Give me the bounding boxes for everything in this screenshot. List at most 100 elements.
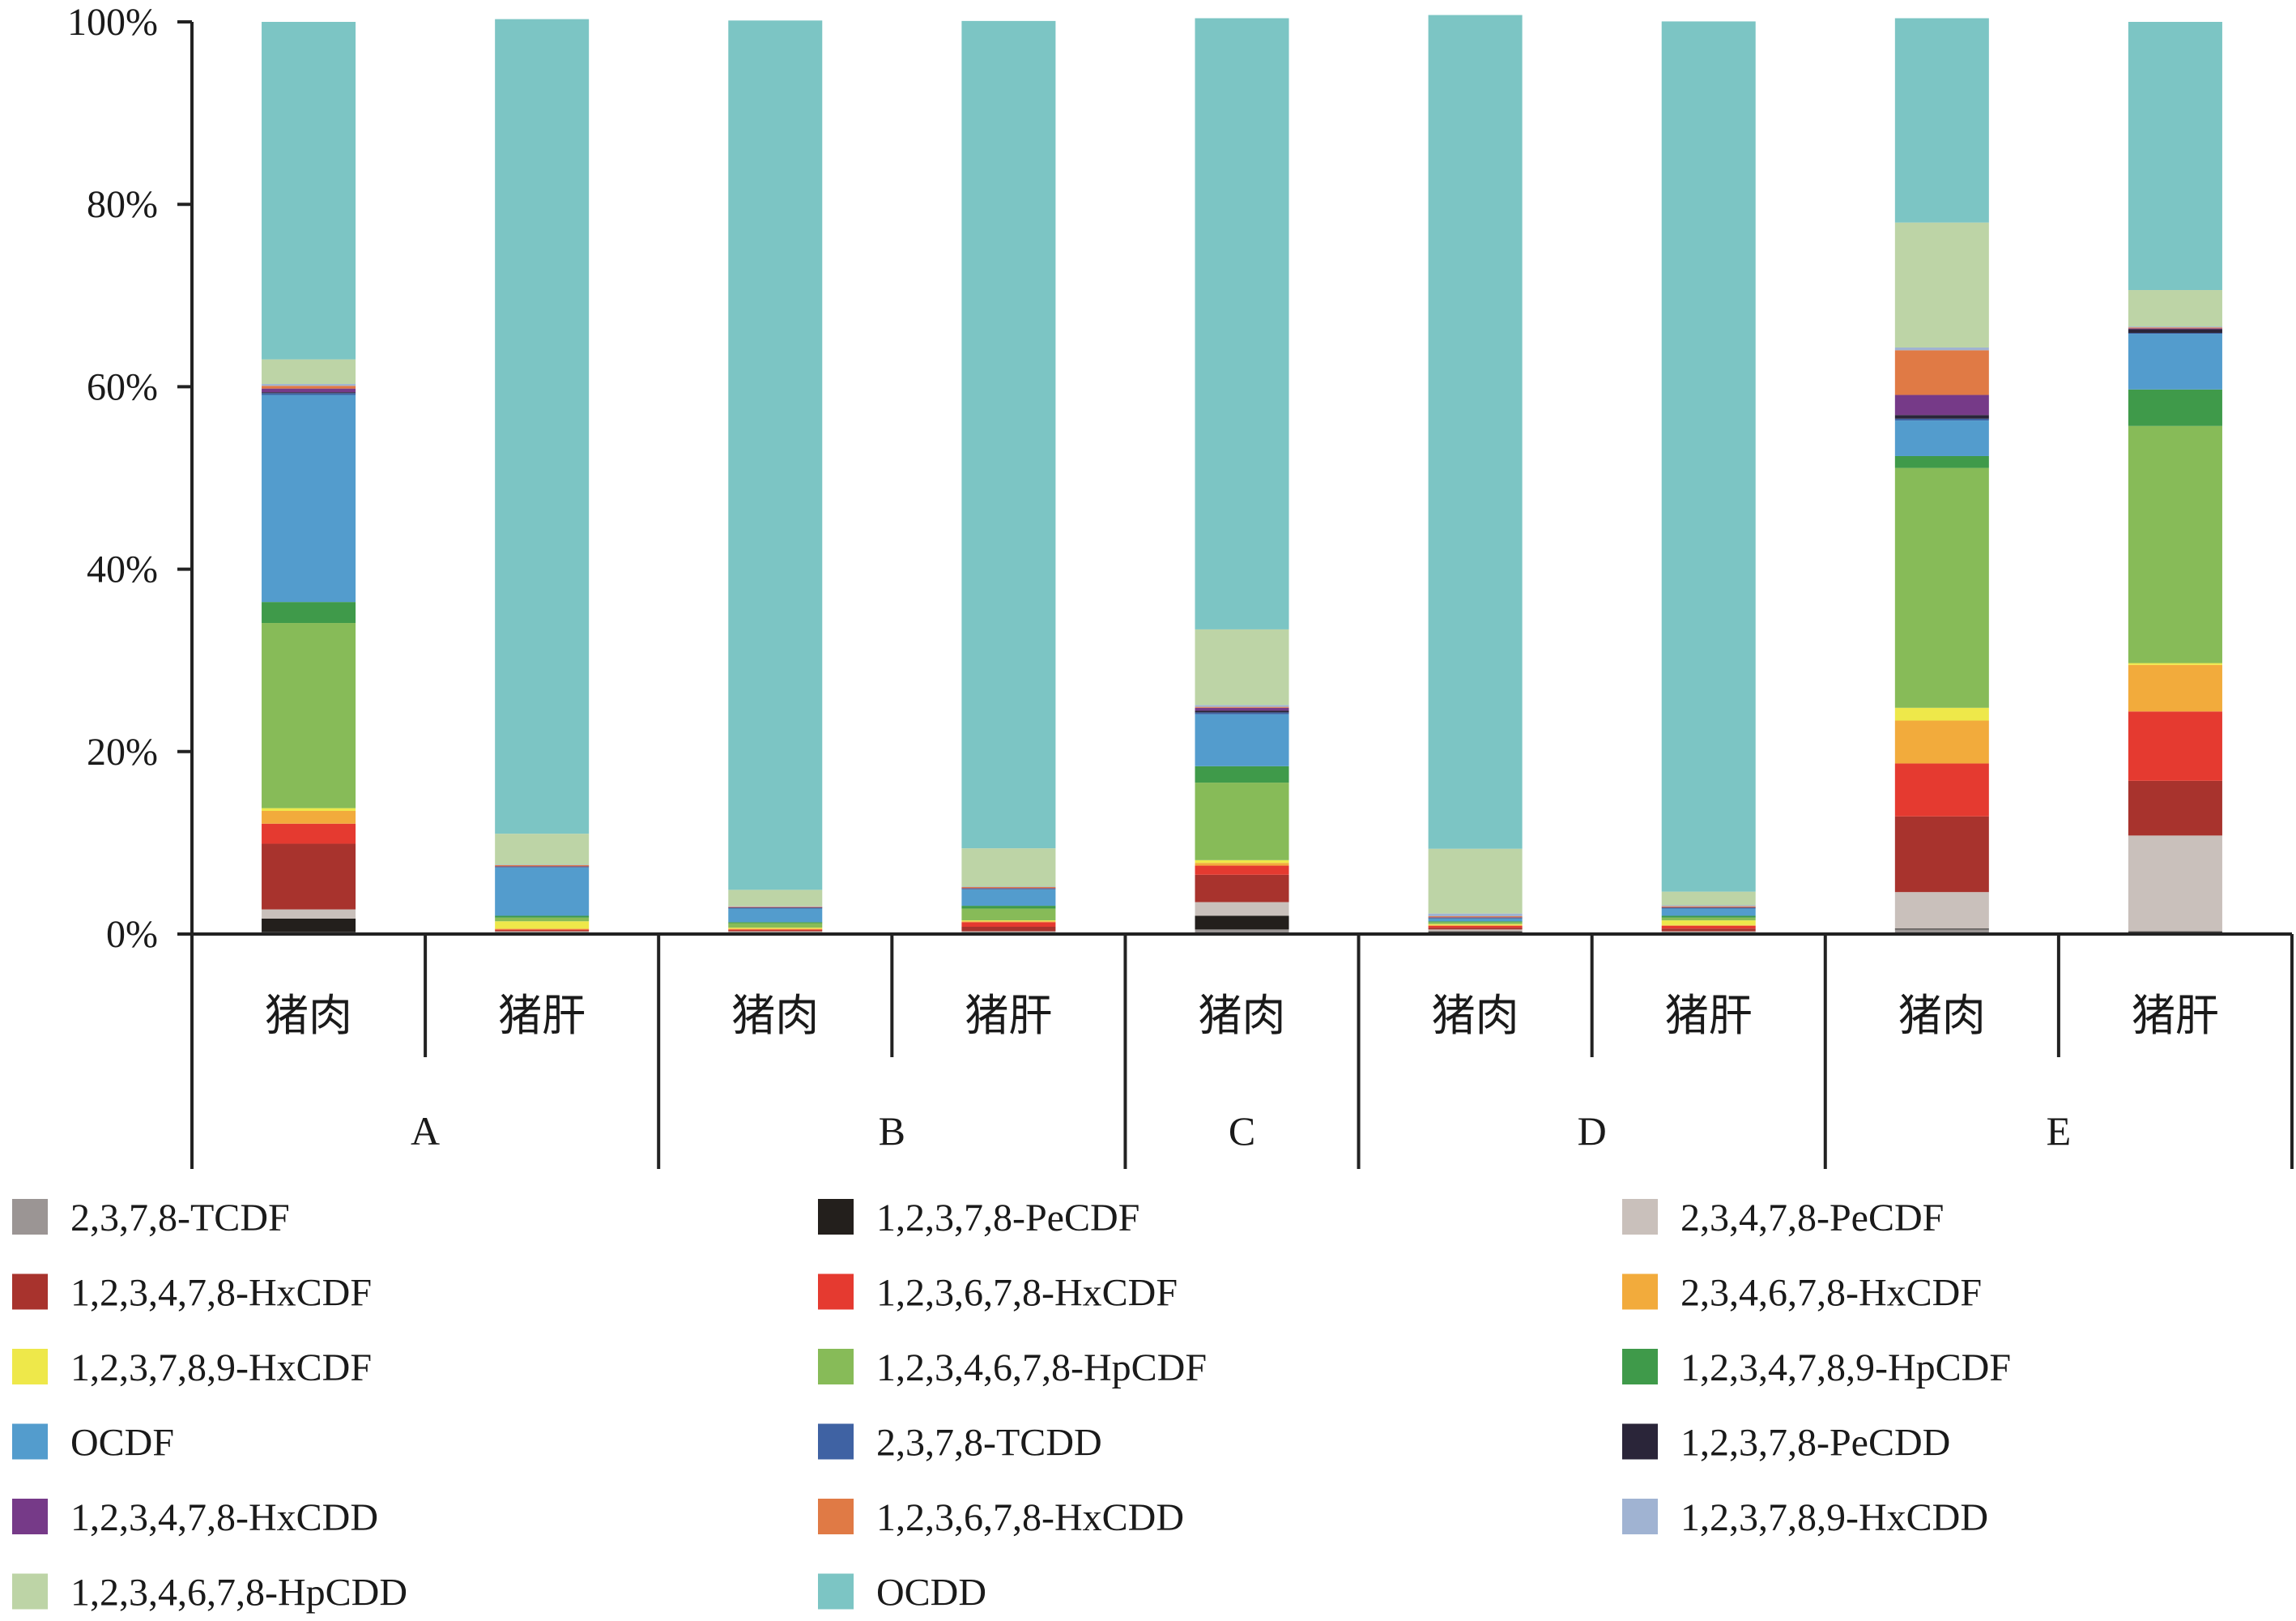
bar-segment bbox=[961, 888, 1056, 889]
bar-segment bbox=[2128, 327, 2222, 329]
legend-swatch bbox=[1622, 1273, 1658, 1310]
bar-segment bbox=[961, 922, 1056, 927]
bar-segment bbox=[728, 907, 823, 909]
bar-segment bbox=[2128, 711, 2222, 781]
legend-item: 1,2,3,4,6,7,8-HpCDD bbox=[12, 1572, 407, 1615]
legend-item: 2,3,4,6,7,8-HxCDF bbox=[1622, 1272, 1982, 1315]
bar-segment bbox=[1195, 766, 1289, 783]
legend-swatch bbox=[818, 1349, 854, 1384]
bar-segment bbox=[262, 810, 356, 824]
legend-swatch bbox=[12, 1573, 48, 1610]
legend-swatch bbox=[818, 1499, 854, 1534]
legend-item: 1,2,3,6,7,8-HxCDD bbox=[818, 1496, 1184, 1539]
bar-segment bbox=[728, 923, 823, 928]
bar-segment bbox=[495, 864, 590, 867]
legend-label: 1,2,3,7,8,9-HxCDF bbox=[70, 1346, 372, 1389]
bar-segment bbox=[728, 922, 823, 924]
bar-segment bbox=[1428, 913, 1523, 917]
bar-segment bbox=[1195, 860, 1289, 864]
bar-segment bbox=[728, 20, 823, 890]
legend-item: 1,2,3,7,8,9-HxCDD bbox=[1622, 1496, 1988, 1539]
bar-segment bbox=[728, 906, 823, 907]
bar-segment bbox=[1661, 915, 1756, 918]
bar-segment bbox=[262, 602, 356, 624]
bar-segment bbox=[1195, 929, 1289, 934]
bar-segment bbox=[1661, 925, 1756, 929]
bar-segment bbox=[1428, 924, 1523, 925]
y-tick-label: 40% bbox=[87, 548, 158, 591]
bar-stack bbox=[1661, 21, 1756, 934]
bar-stack bbox=[1428, 15, 1523, 934]
bar-stack bbox=[728, 20, 823, 934]
legend-label: 2,3,7,8-TCDD bbox=[876, 1422, 1102, 1465]
bar-segment bbox=[495, 917, 590, 922]
bar-segment bbox=[262, 623, 356, 808]
bar-segment bbox=[728, 928, 823, 930]
bar-segment bbox=[1894, 222, 1989, 348]
legend-item: 1,2,3,4,7,8-HxCDF bbox=[12, 1272, 372, 1315]
legend-item: 1,2,3,7,8-PeCDD bbox=[1622, 1422, 1950, 1465]
bar-segment bbox=[1195, 863, 1289, 866]
bar-segment bbox=[262, 918, 356, 932]
legend-label: 1,2,3,4,7,8,9-HpCDF bbox=[1680, 1346, 2011, 1389]
bar-segment bbox=[1195, 783, 1289, 860]
bar-segment bbox=[961, 906, 1056, 909]
y-tick-label: 60% bbox=[87, 365, 158, 408]
bar-stack bbox=[2128, 22, 2222, 934]
bar-segment bbox=[1428, 916, 1523, 918]
bar-segment bbox=[262, 395, 356, 603]
bar-segment bbox=[1661, 920, 1756, 925]
legend-swatch bbox=[1622, 1499, 1658, 1534]
bar-segment bbox=[495, 915, 590, 918]
bar-segment bbox=[1894, 18, 1989, 223]
legend-label: 1,2,3,7,8,9-HxCDD bbox=[1680, 1496, 1988, 1539]
bar-segment bbox=[1195, 18, 1289, 629]
bar-segment bbox=[1894, 420, 1989, 456]
bar-segment bbox=[2128, 425, 2222, 663]
y-tick-label: 100% bbox=[67, 1, 158, 44]
bar-segment bbox=[262, 808, 356, 811]
legend-label: 1,2,3,7,8-PeCDD bbox=[1680, 1422, 1950, 1465]
bar-segment bbox=[262, 388, 356, 393]
bar-segment bbox=[961, 889, 1056, 906]
legend-item: 2,3,4,7,8-PeCDF bbox=[1622, 1197, 1944, 1239]
bar-stack bbox=[961, 20, 1056, 934]
bar-segment bbox=[961, 908, 1056, 921]
bar-segment bbox=[1195, 865, 1289, 875]
bar-segment bbox=[2128, 332, 2222, 335]
group-label: C bbox=[1229, 1108, 1255, 1154]
bar-segment bbox=[961, 926, 1056, 932]
legend-label: 1,2,3,6,7,8-HxCDD bbox=[876, 1496, 1184, 1539]
legend-swatch bbox=[818, 1199, 854, 1235]
bar-segment bbox=[1428, 929, 1523, 932]
bar-segment bbox=[961, 921, 1056, 923]
bar-stack bbox=[1195, 18, 1289, 934]
bar-segment bbox=[1894, 929, 1989, 934]
legend-item: 2,3,7,8-TCDD bbox=[818, 1422, 1102, 1465]
bar-segment bbox=[1894, 763, 1989, 817]
bar-segment bbox=[1661, 21, 1756, 892]
bar-segment bbox=[2128, 389, 2222, 426]
category-label: 猪肝 bbox=[498, 990, 586, 1041]
bar-segment bbox=[1661, 906, 1756, 907]
legend-label: 1,2,3,7,8-PeCDF bbox=[876, 1197, 1139, 1239]
legend-swatch bbox=[1622, 1423, 1658, 1460]
bar-segment bbox=[1195, 902, 1289, 916]
bar-segment bbox=[1195, 706, 1289, 708]
bar-segment bbox=[1894, 467, 1989, 708]
bar-segment bbox=[262, 359, 356, 385]
bar-segment bbox=[495, 867, 590, 916]
group-label: E bbox=[2047, 1108, 2072, 1154]
bar-segment bbox=[1661, 908, 1756, 916]
legend-label: 1,2,3,6,7,8-HxCDF bbox=[876, 1272, 1178, 1315]
bar-segment bbox=[1894, 928, 1989, 930]
bar-segment bbox=[262, 392, 356, 394]
category-label: 猪肝 bbox=[965, 990, 1052, 1041]
legend-item: 1,2,3,4,6,7,8-HpCDF bbox=[818, 1346, 1207, 1389]
bar-segment bbox=[262, 386, 356, 389]
bar-segment bbox=[495, 866, 590, 867]
legend-swatch bbox=[12, 1499, 48, 1534]
bar-segment bbox=[262, 22, 356, 360]
bar-segment bbox=[262, 843, 356, 910]
